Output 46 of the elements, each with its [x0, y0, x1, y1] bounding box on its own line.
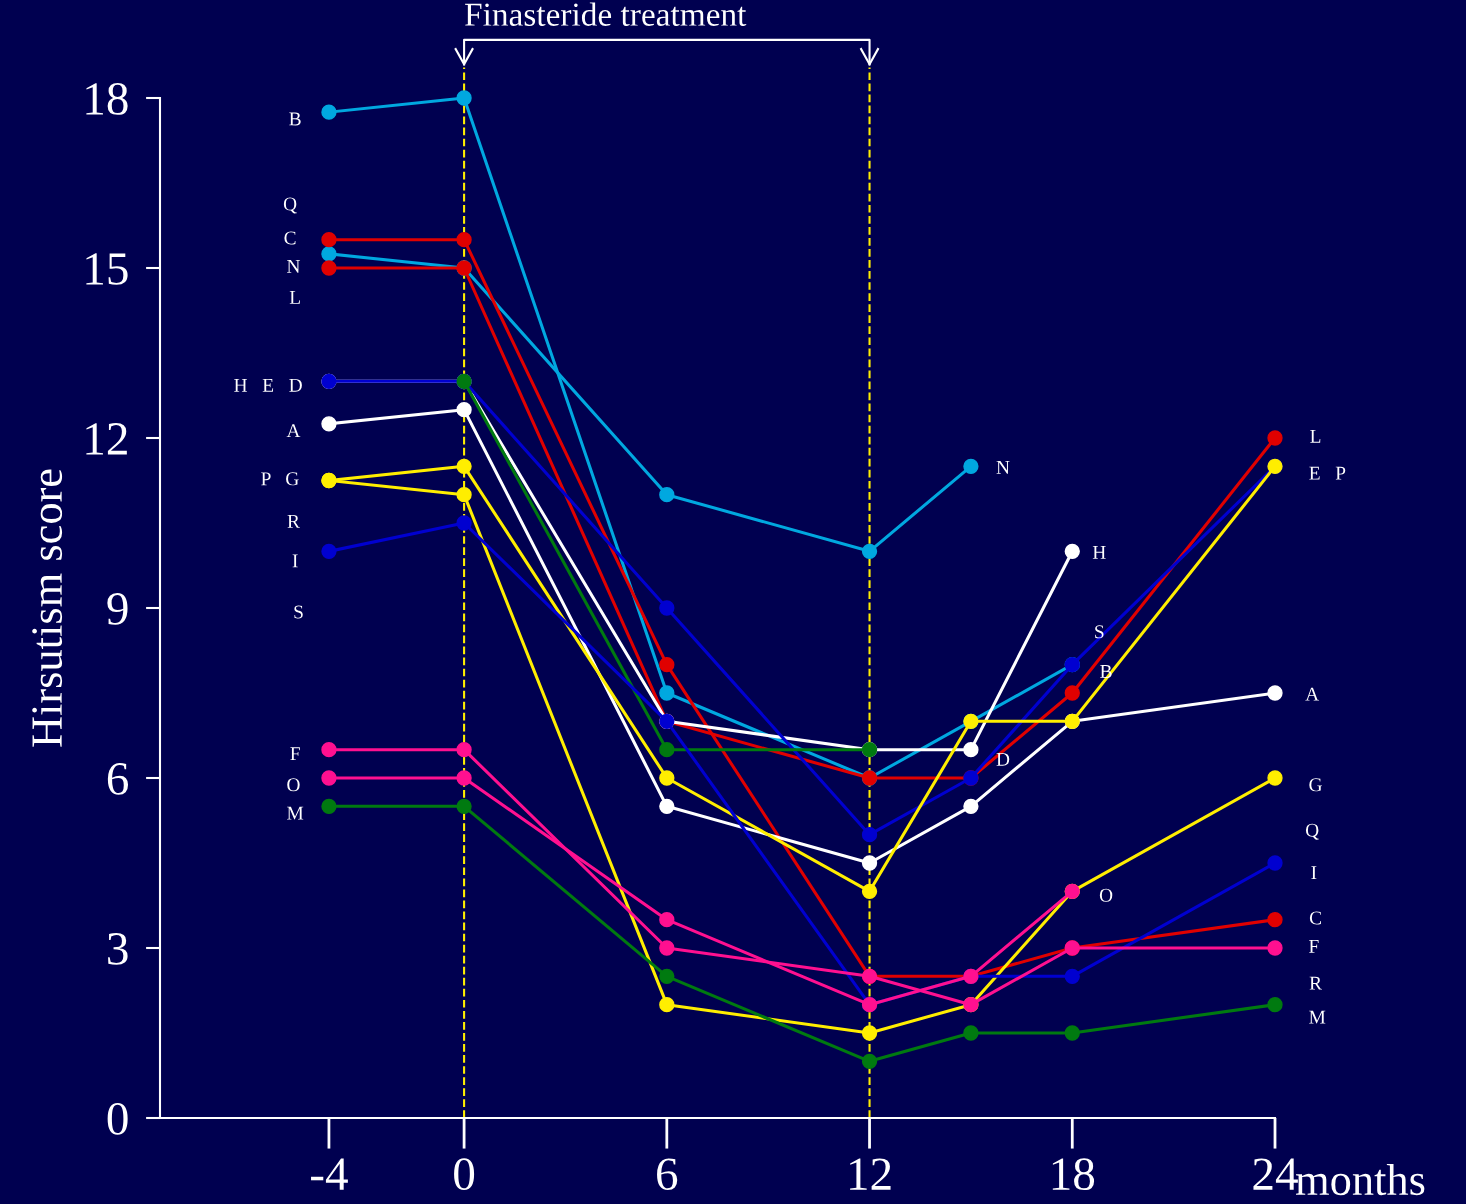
annotation: I: [292, 554, 298, 568]
text: C: [1309, 911, 1321, 925]
text: E P: [1309, 466, 1346, 480]
x-tick-label: 24: [1253, 1158, 1298, 1190]
annotation: A: [286, 424, 301, 438]
y-tick-label: 15: [86, 253, 128, 285]
x-tick-label: 0: [454, 1158, 475, 1191]
text: G: [1309, 778, 1322, 792]
annotation: O: [287, 778, 300, 792]
x-tick-label: 6: [657, 1158, 678, 1191]
annotation: Q: [283, 197, 297, 214]
annotation: O: [1099, 888, 1113, 902]
y-tick-label: 18: [86, 82, 128, 115]
text: A: [1305, 687, 1320, 701]
annotation: B: [1100, 665, 1112, 678]
annotation: R: [287, 514, 300, 528]
annotation: M: [287, 806, 304, 820]
text: M: [1309, 1010, 1326, 1024]
annotation: N: [996, 461, 1010, 474]
annotation: F: [290, 747, 300, 761]
y-tick-label: 12: [86, 423, 127, 455]
annotation: H: [1092, 546, 1106, 559]
x-tick-label: -4: [311, 1158, 348, 1190]
y-tick-label: 9: [107, 593, 128, 625]
text: I: [1311, 866, 1317, 880]
text: Q: [1305, 823, 1319, 840]
annotation: N: [287, 259, 301, 273]
y-tick-label: 3: [108, 933, 128, 965]
annotation: B: [289, 112, 301, 126]
annotation: S: [294, 605, 303, 619]
annotation: S: [1095, 625, 1104, 639]
x-tick-label: 18: [1052, 1158, 1095, 1191]
text: L: [1310, 429, 1321, 443]
annotation: P G: [261, 472, 299, 486]
y-tick-label: 0: [107, 1102, 128, 1135]
annotation: H E D: [234, 378, 302, 392]
x-axis-title: months: [1296, 1163, 1425, 1196]
text: F: [1309, 939, 1319, 953]
annotation: L: [289, 291, 300, 304]
annotation: C: [284, 231, 296, 245]
text: R: [1309, 976, 1322, 990]
y-tick-label: 6: [107, 763, 129, 795]
ref-line-label: Finasteride treatment: [465, 2, 747, 26]
y-axis-title: Hirsutism score: [32, 469, 63, 747]
annotation: D: [996, 752, 1010, 766]
x-tick-label: 12: [850, 1158, 891, 1190]
